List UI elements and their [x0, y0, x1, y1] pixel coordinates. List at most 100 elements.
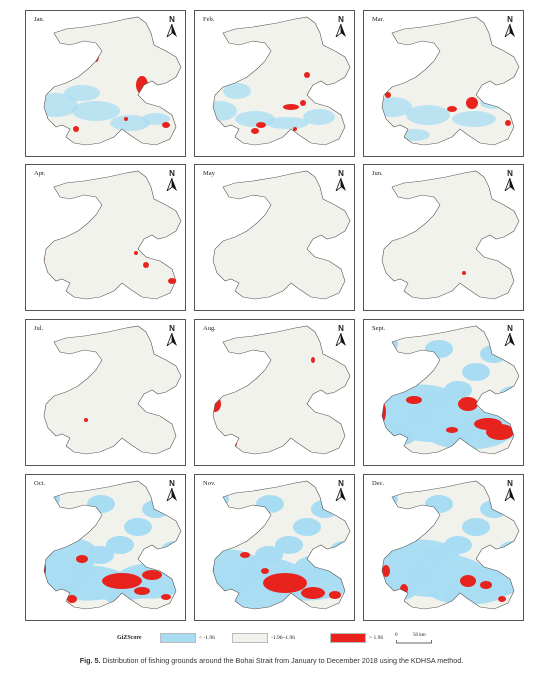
hot-spot [311, 357, 315, 363]
hot-spot [385, 92, 391, 98]
cold-spot [406, 564, 434, 582]
hot-spot [136, 76, 148, 94]
cold-spot [142, 500, 170, 518]
cold-spot [387, 523, 415, 541]
legend: GiZScore < -1.96 -1.96~1.96 > 1.96 [0, 632, 543, 646]
scale-line [396, 640, 432, 644]
hot-spot [44, 436, 49, 440]
cold-spot [387, 368, 415, 386]
hot-spot [283, 104, 299, 110]
north-arrow-icon: N [502, 479, 518, 501]
legend-swatch-hot [330, 633, 366, 643]
north-label: N [338, 15, 344, 24]
map-panel: Jan. N [25, 10, 186, 157]
hot-spot [207, 252, 211, 262]
hot-spot [498, 596, 506, 602]
north-arrow-icon: N [502, 169, 518, 191]
coastline [381, 480, 520, 610]
map-image [381, 16, 520, 146]
hot-spot [304, 72, 310, 78]
north-arrow-icon: N [164, 15, 180, 37]
map-image [43, 170, 182, 300]
hot-spot [93, 50, 99, 62]
north-label: N [507, 15, 513, 24]
map-panel: Jun. N [363, 164, 524, 311]
sea-area [213, 326, 350, 454]
hot-spot [480, 581, 492, 589]
month-label: Sept. [372, 325, 386, 332]
map-image [207, 170, 351, 300]
month-label: Jul. [34, 325, 44, 332]
hot-spot [162, 352, 166, 356]
hot-spot [73, 126, 79, 132]
month-label: Mar. [372, 16, 385, 23]
hot-spot [64, 438, 68, 442]
legend-title: GiZScore [117, 635, 142, 641]
month-label: Aug. [203, 325, 216, 332]
map-panel: Mar. N [363, 10, 524, 157]
north-arrow-icon: N [502, 15, 518, 37]
cold-spot [213, 490, 229, 508]
map-panel: Jul. N [25, 319, 186, 466]
map-panel: Feb. N [194, 10, 355, 157]
cold-spot [425, 340, 453, 358]
cold-spot [106, 536, 134, 554]
map-image [381, 480, 520, 610]
legend-label-neutral: -1.96~1.96 [271, 635, 296, 641]
cold-spot [142, 113, 170, 125]
hot-spot [446, 427, 458, 433]
north-label: N [507, 169, 513, 178]
north-arrow-icon: N [333, 15, 349, 37]
sea-area [382, 17, 519, 145]
cold-spot [223, 83, 251, 99]
north-arrow-icon: N [164, 324, 180, 346]
hot-spot [300, 100, 306, 106]
hot-spot [102, 573, 142, 589]
north-arrow-icon: N [502, 324, 518, 346]
map-panel: Dec. N [363, 474, 524, 621]
north-label: N [169, 169, 175, 178]
sea-area [382, 171, 519, 299]
cold-spot [293, 518, 321, 536]
coastline [212, 16, 351, 146]
coastline [381, 16, 520, 146]
hot-spot [213, 557, 214, 577]
month-label: Feb. [203, 16, 215, 23]
north-label: N [507, 479, 513, 488]
coastline [212, 170, 351, 300]
cold-spot [406, 409, 434, 427]
hot-spot [462, 271, 466, 275]
cold-spot [424, 546, 452, 564]
hot-spot [261, 568, 269, 574]
coastline [381, 170, 520, 300]
scale-zero: 0 [395, 633, 398, 638]
hot-spot [329, 591, 341, 599]
scale-label: 50 km [413, 633, 426, 638]
hot-spot [460, 575, 476, 587]
map-image [43, 325, 182, 455]
legend-swatch-neutral [232, 633, 268, 643]
caption-prefix: Fig. 5. [79, 656, 101, 665]
hot-spot [239, 370, 251, 382]
cold-spot [124, 518, 152, 536]
cold-spot [275, 536, 303, 554]
coastline [43, 16, 182, 146]
scale-bar: 0 50 km [395, 633, 435, 645]
month-label: Nov. [203, 480, 216, 487]
cold-spot [219, 582, 247, 600]
cold-spot [72, 101, 120, 121]
legend-label-hot: > 1.96 [369, 635, 384, 641]
sea-area [44, 171, 181, 299]
hot-spot [489, 91, 495, 99]
hot-spot [168, 278, 176, 284]
hot-spot [142, 570, 162, 580]
cold-spot [86, 546, 114, 564]
hot-spot [377, 250, 381, 260]
cold-spot [256, 495, 284, 513]
north-arrow-icon: N [333, 169, 349, 191]
north-arrow-icon: N [164, 479, 180, 501]
cold-spot [303, 109, 335, 125]
hot-spot [486, 424, 514, 440]
coastline [381, 325, 520, 455]
map-image [212, 325, 351, 455]
